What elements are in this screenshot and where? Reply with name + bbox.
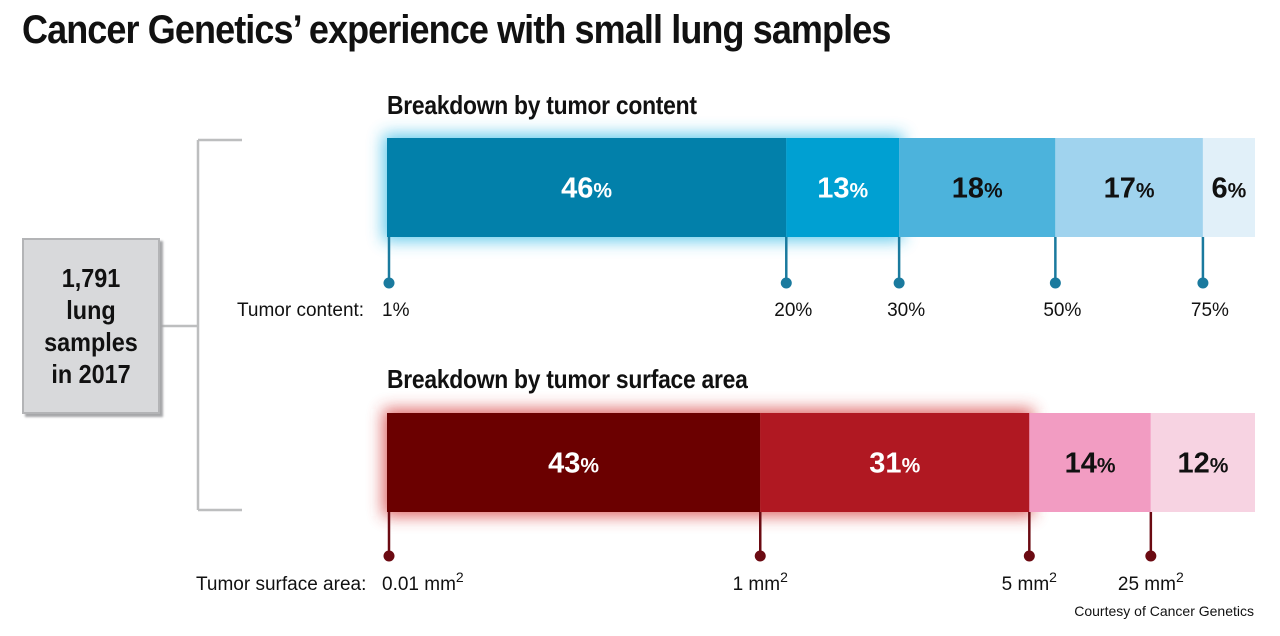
bar-value-label-3: 14% bbox=[1065, 448, 1116, 480]
bar-segment-5 bbox=[1202, 138, 1255, 237]
bar-segment-4 bbox=[1150, 413, 1255, 512]
summary-box: 1,791 lung samples in 2017 bbox=[22, 238, 160, 414]
tick-label-2: 20% bbox=[774, 300, 812, 321]
tick-label-5: 75% bbox=[1191, 300, 1229, 321]
tick-dot-3 bbox=[1023, 550, 1035, 562]
axis-title: Tumor content: bbox=[237, 300, 364, 321]
tumor-content-chart: 46% 13% 18% 17% 6% 1% 20% 30% 50% 75% Tumor conten… bbox=[237, 134, 1255, 321]
bar-segment-4 bbox=[1055, 138, 1203, 237]
bar-value-label-1: 43% bbox=[548, 448, 599, 480]
bar-segment-1 bbox=[387, 413, 761, 512]
bar-value-label-4: 12% bbox=[1177, 448, 1228, 480]
bracket bbox=[160, 138, 242, 512]
bar-segment-3 bbox=[899, 138, 1056, 237]
tick-dot-1 bbox=[383, 277, 395, 289]
bar-segment-1 bbox=[387, 138, 787, 237]
tick-label-3: 5 mm2 bbox=[1002, 569, 1058, 595]
bar-segment-3 bbox=[1029, 413, 1151, 512]
chart-1-title: Breakdown by tumor content bbox=[387, 90, 697, 120]
tumor-surface-area-chart: 43% 31% 14% 12% 0.01 mm2 1 mm2 5 mm2 25 mm2 Tumo… bbox=[196, 409, 1255, 595]
bar-value-label-5: 6% bbox=[1212, 173, 1247, 205]
tick-label-3: 30% bbox=[887, 300, 925, 321]
bar-segment-2 bbox=[760, 413, 1030, 512]
bar-value-label-3: 18% bbox=[952, 173, 1003, 205]
chart-2-title: Breakdown by tumor surface area bbox=[387, 364, 748, 394]
credit-line: Courtesy of Cancer Genetics bbox=[1074, 603, 1254, 619]
bar-value-label-4: 17% bbox=[1104, 173, 1155, 205]
tick-dot-2 bbox=[754, 550, 766, 562]
tick-dot-1 bbox=[383, 550, 395, 562]
axis-title: Tumor surface area: bbox=[196, 574, 366, 595]
tick-dot-3 bbox=[893, 277, 905, 289]
tick-label-4: 25 mm2 bbox=[1118, 569, 1184, 595]
tick-label-2: 1 mm2 bbox=[733, 569, 789, 595]
tick-label-4: 50% bbox=[1043, 300, 1081, 321]
tick-label-1: 0.01 mm2 bbox=[382, 569, 464, 595]
summary-text: 1,791 lung samples in 2017 bbox=[44, 263, 138, 389]
tick-dot-2 bbox=[780, 277, 792, 289]
tick-dot-4 bbox=[1145, 550, 1157, 562]
bar-value-label-1: 46% bbox=[561, 173, 612, 205]
tick-dot-4 bbox=[1049, 277, 1061, 289]
tick-label-1: 1% bbox=[382, 300, 410, 321]
tick-dot-5 bbox=[1197, 277, 1209, 289]
bar-value-label-2: 31% bbox=[869, 448, 920, 480]
bar-value-label-2: 13% bbox=[817, 173, 868, 205]
bar-segment-2 bbox=[786, 138, 900, 237]
page-title: Cancer Genetics’ experience with small l… bbox=[22, 8, 891, 52]
